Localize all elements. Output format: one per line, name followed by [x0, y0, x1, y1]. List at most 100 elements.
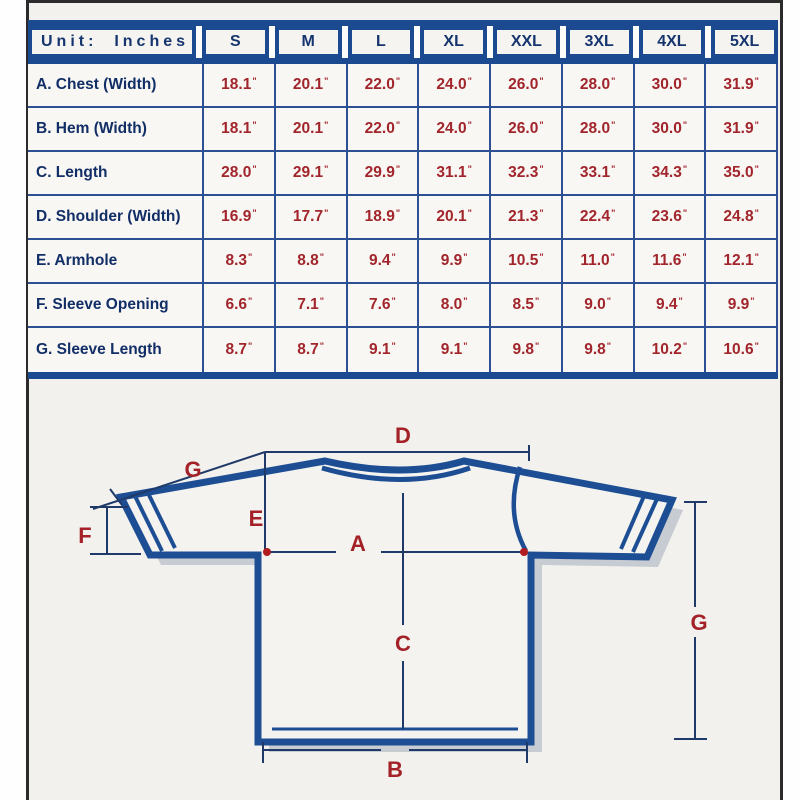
value-cell: 28.0 " — [560, 108, 633, 150]
value-cell: 10.5 " — [489, 240, 561, 282]
sleeve-length-dimension-right — [674, 501, 707, 740]
value-cell: 24.8 " — [704, 196, 778, 238]
label-sleeve-length-left: G — [184, 457, 201, 482]
value-cell: 35.0 " — [704, 152, 778, 194]
value-cell: 28.0 " — [560, 64, 633, 106]
value-cell: 9.1 " — [345, 328, 418, 372]
value-cell: 8.8 " — [273, 240, 346, 282]
value-cell: 16.9 " — [202, 196, 274, 238]
table-row: B. Hem (Width) 18.1 " 20.1 " 22.0 " 24.0 " 26.0 " 2… — [28, 108, 778, 152]
value-cell: 9.0 " — [560, 284, 633, 326]
row-label: C. Length — [36, 164, 108, 181]
armpit-dot-right — [520, 548, 528, 556]
size-header-row: Unit: Inches S M L XL XXL 3XL 4XL 5XL — [28, 20, 778, 64]
collar-band — [321, 465, 471, 482]
value-cell: 10.6 " — [704, 328, 778, 372]
size-col-header: 3XL — [565, 26, 633, 58]
shoulder-dimension-line — [265, 445, 530, 461]
hem-dimension-line — [262, 742, 528, 763]
value-cell: 32.3 " — [489, 152, 561, 194]
value-cell: 28.0 " — [202, 152, 274, 194]
row-label: F. Sleeve Opening — [36, 296, 169, 313]
value-cell: 10.2 " — [632, 328, 705, 372]
value-cell: 8.0 " — [417, 284, 489, 326]
label-sleeve-opening: F — [78, 523, 91, 548]
table-body: A. Chest (Width) 18.1 " 20.1 " 22.0 " 24.0 " 26.0… — [28, 64, 778, 372]
size-col-header: M — [274, 26, 342, 58]
tshirt-measurement-diagram: D G E F A C G B — [78, 423, 707, 782]
right-cuff-stripe — [631, 498, 659, 553]
value-cell: 26.0 " — [489, 108, 561, 150]
value-cell: 20.1 " — [273, 64, 346, 106]
value-cell: 7.6 " — [345, 284, 418, 326]
table-row: F. Sleeve Opening 6.6 " 7.1 " 7.6 " 8.0 " 8.5 " 9.0… — [28, 284, 778, 328]
size-col-header: XXL — [493, 26, 560, 58]
value-cell: 9.8 " — [489, 328, 561, 372]
table-row: D. Shoulder (Width) 16.9 " 17.7 " 18.9 " 20.1 " 2… — [28, 196, 778, 240]
value-cell: 22.0 " — [345, 108, 418, 150]
value-cell: 30.0 " — [632, 108, 705, 150]
value-cell: 6.6 " — [202, 284, 274, 326]
row-label: G. Sleeve Length — [36, 341, 162, 358]
label-sleeve-length-right: G — [690, 610, 707, 635]
value-cell: 18.9 " — [345, 196, 418, 238]
row-label: A. Chest (Width) — [36, 76, 157, 93]
value-cell: 18.1 " — [202, 108, 274, 150]
size-col-header: L — [347, 26, 415, 58]
value-cell: 31.1 " — [417, 152, 489, 194]
value-cell: 11.0 " — [560, 240, 633, 282]
left-cuff-stripe — [145, 490, 177, 549]
table-row: E. Armhole 8.3 " 8.8 " 9.4 " 9.9 " 10.5 " 11.0 " 11.6… — [28, 240, 778, 284]
value-cell: 31.9 " — [704, 64, 778, 106]
right-cuff-stripe — [619, 495, 646, 550]
size-col-header: 4XL — [638, 26, 706, 58]
size-col-header: S — [202, 26, 269, 58]
value-cell: 8.3 " — [202, 240, 274, 282]
armpit-dot-left — [263, 548, 271, 556]
value-cell: 8.7 " — [273, 328, 346, 372]
value-cell: 7.1 " — [273, 284, 346, 326]
value-cell: 24.0 " — [417, 108, 489, 150]
value-cell: 9.4 " — [345, 240, 418, 282]
value-cell: 20.1 " — [417, 196, 489, 238]
label-length: C — [395, 631, 411, 656]
value-cell: 9.4 " — [632, 284, 705, 326]
label-hem: B — [387, 757, 403, 782]
value-cell: 9.8 " — [560, 328, 633, 372]
value-cell: 23.6 " — [632, 196, 705, 238]
value-cell: 8.5 " — [489, 284, 561, 326]
row-label: B. Hem (Width) — [36, 120, 147, 137]
value-cell: 21.3 " — [489, 196, 561, 238]
value-cell: 8.7 " — [202, 328, 274, 372]
tshirt-outline — [115, 457, 677, 746]
table-row: G. Sleeve Length 8.7 " 8.7 " 9.1 " 9.1 " 9.8 " 9.8 "… — [28, 328, 778, 372]
sleeve-length-dimension-left — [92, 451, 266, 510]
tshirt-body-fill — [121, 461, 672, 742]
value-cell: 22.4 " — [560, 196, 633, 238]
table-row: A. Chest (Width) 18.1 " 20.1 " 22.0 " 24.0 " 26.0… — [28, 64, 778, 108]
value-cell: 31.9 " — [704, 108, 778, 150]
table-row: C. Length 28.0 " 29.1 " 29.9 " 31.1 " 32.3 " 33.1 " 3… — [28, 152, 778, 196]
size-col-header: XL — [420, 26, 487, 58]
size-col-header: 5XL — [711, 26, 778, 58]
label-shoulder: D — [395, 423, 411, 448]
value-cell: 30.0 " — [632, 64, 705, 106]
row-label: D. Shoulder (Width) — [36, 208, 181, 225]
unit-header-cell: Unit: Inches — [28, 26, 196, 58]
value-cell: 9.9 " — [704, 284, 778, 326]
raglan-seam-right — [511, 466, 528, 553]
value-cell: 24.0 " — [417, 64, 489, 106]
value-cell: 29.9 " — [345, 152, 418, 194]
table-bottom-border — [28, 372, 778, 379]
label-armhole: E — [249, 506, 264, 531]
left-cuff-stripe — [132, 493, 164, 552]
value-cell: 9.1 " — [417, 328, 489, 372]
value-cell: 9.9 " — [417, 240, 489, 282]
value-cell: 20.1 " — [273, 108, 346, 150]
value-cell: 29.1 " — [273, 152, 346, 194]
label-chest: A — [350, 531, 366, 556]
value-cell: 12.1 " — [704, 240, 778, 282]
row-label: E. Armhole — [36, 252, 118, 269]
value-cell: 11.6 " — [632, 240, 705, 282]
sleeve-opening-dimension — [90, 506, 141, 555]
